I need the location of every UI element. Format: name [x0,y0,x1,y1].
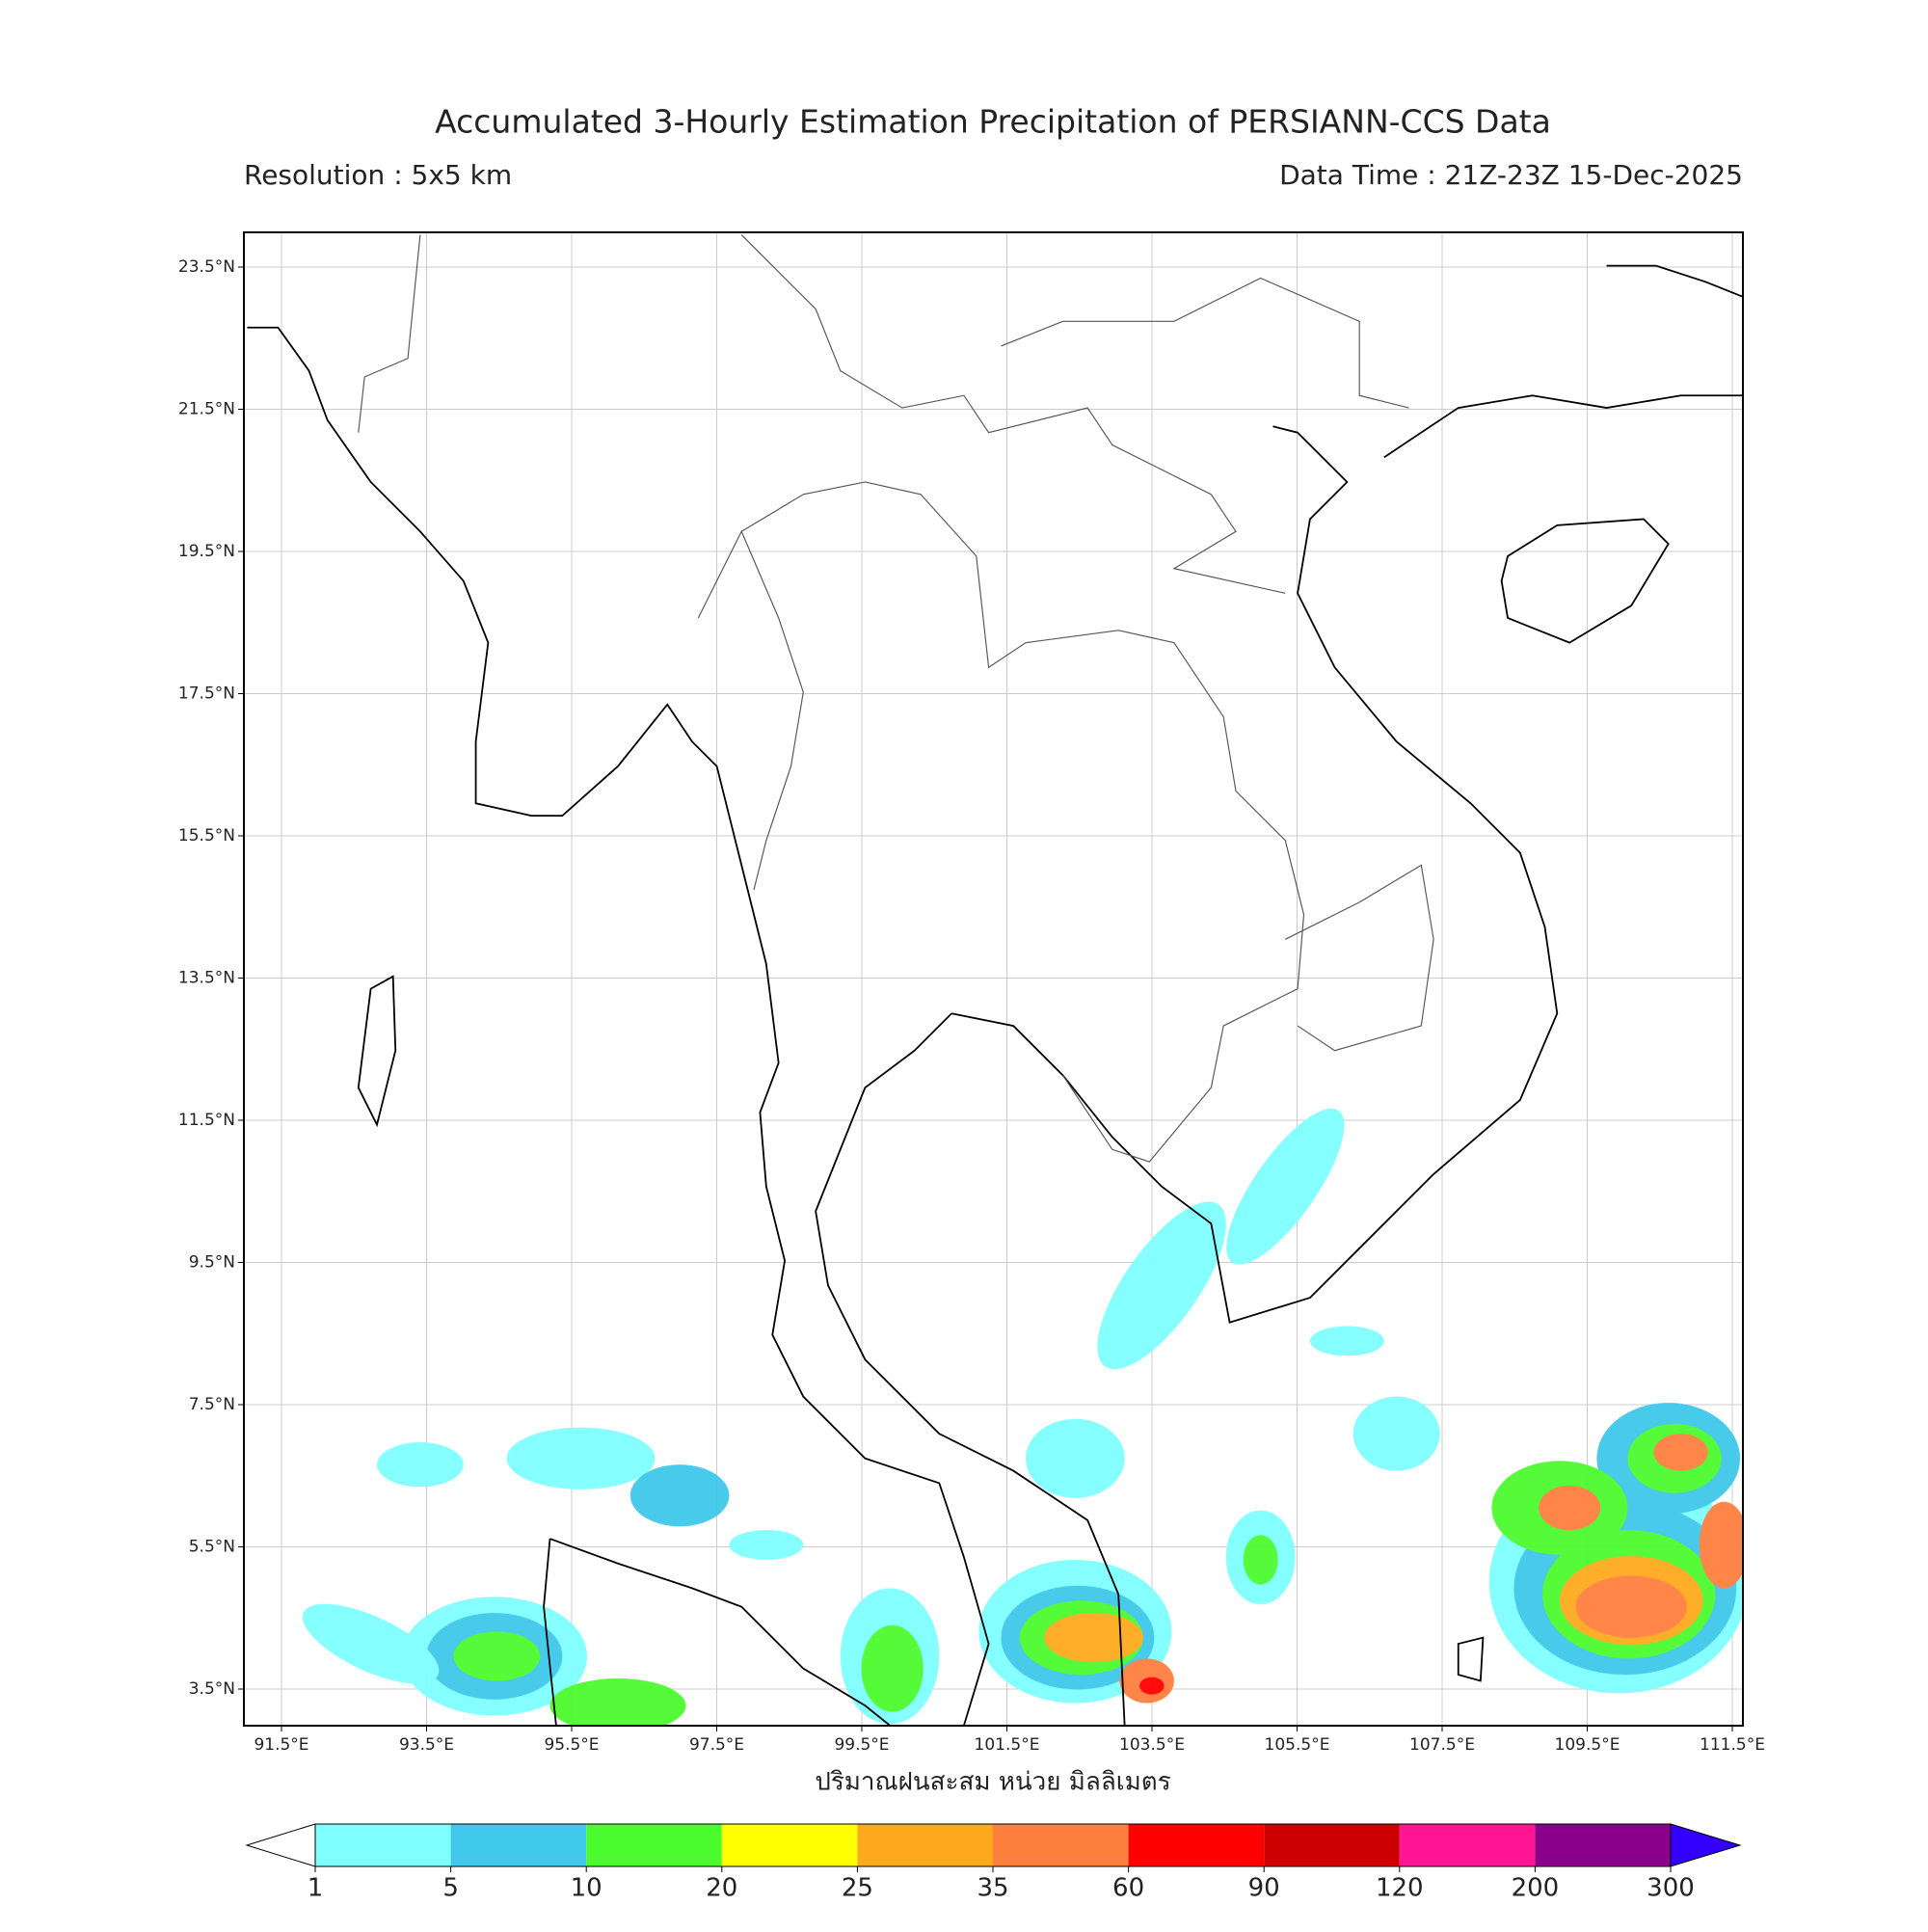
colorbar-tick-label: 60 [1112,1874,1144,1903]
colorbar-bin [1264,1824,1400,1866]
colorbar-tick-label: 300 [1647,1874,1695,1903]
x-tick-label: 109.5°E [1555,1735,1620,1755]
colorbar-tick-label: 35 [977,1874,1008,1903]
x-tick-label: 111.5°E [1700,1735,1765,1755]
x-tick-label: 93.5°E [399,1735,454,1755]
colorbar-bin [586,1824,722,1866]
colorbar-label: ปริมาณฝนสะสม หน่วย มิลลิเมตร [815,1768,1170,1797]
y-tick-label: 3.5°N [189,1679,235,1699]
map-layer [247,234,1743,1726]
x-tick-label: 101.5°E [975,1735,1040,1755]
y-tick-label: 19.5°N [178,542,235,561]
x-tick-label: 103.5°E [1119,1735,1185,1755]
colorbar-bin [857,1824,993,1866]
colorbar-over [1670,1823,1742,1867]
x-tick-label: 107.5°E [1409,1735,1475,1755]
colorbar-tick-label: 5 [442,1874,459,1903]
y-tick-label: 11.5°N [178,1111,235,1130]
colorbar-bin [993,1824,1129,1866]
colorbar-tick-label: 10 [571,1874,602,1903]
colorbar-bin [1399,1824,1536,1866]
colorbar-under [245,1823,316,1867]
x-tick-label: 97.5°E [689,1735,744,1755]
colorbar-tick-label: 20 [706,1874,737,1903]
resolution: Resolution : 5x5 km [244,159,512,191]
coastlines [247,264,1743,1726]
y-tick-label: 13.5°N [178,969,235,988]
y-tick-label: 23.5°N [178,257,235,277]
y-tick-label: 15.5°N [178,826,235,845]
borders [358,234,1434,1163]
colorbar-bin [721,1824,858,1866]
map-frame [243,231,1744,1727]
colorbar-tick-label: 200 [1512,1874,1560,1903]
y-tick-label: 21.5°N [178,400,235,419]
data-time: Data Time : 21Z-23Z 15-Dec-2025 [1279,159,1743,191]
colorbar-bin [1128,1824,1265,1866]
colorbar-tick-label: 25 [842,1874,873,1903]
colorbar-tick-label: 120 [1376,1874,1424,1903]
x-tick-label: 95.5°E [544,1735,599,1755]
title: Accumulated 3-Hourly Estimation Precipit… [435,103,1551,141]
grid [244,232,1743,1726]
colorbar-bin [1535,1824,1671,1866]
y-tick-label: 17.5°N [178,684,235,704]
colorbar: 1 5 10 20 25 35 60 90 120 200 300 [245,1823,1742,1903]
x-tick-label: 91.5°E [254,1735,308,1755]
colorbar-bin [315,1824,451,1866]
colorbar-tick-label: 1 [308,1874,324,1903]
y-tick-label: 7.5°N [189,1395,235,1414]
x-tick-label: 105.5°E [1265,1735,1330,1755]
y-tick-label: 9.5°N [189,1253,235,1273]
x-tick-label: 99.5°E [834,1735,889,1755]
colorbar-bin [450,1824,587,1866]
y-tick-label: 5.5°N [189,1538,235,1557]
precipitation [302,1108,1743,1726]
colorbar-tick-label: 90 [1248,1874,1280,1903]
